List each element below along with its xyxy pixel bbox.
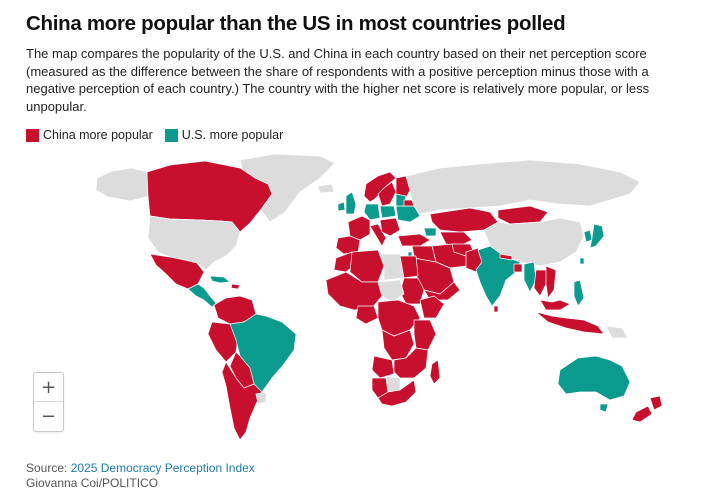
legend-item-us: U.S. more popular xyxy=(164,128,284,142)
country-madagascar xyxy=(429,359,441,385)
country-nepal xyxy=(499,253,513,261)
country-australia xyxy=(557,355,631,401)
plus-icon: + xyxy=(40,376,57,398)
country-libya xyxy=(379,253,405,281)
country-turkey xyxy=(397,233,431,247)
alaska xyxy=(95,167,151,202)
minus-icon: − xyxy=(40,405,57,427)
country-tasmania xyxy=(599,403,609,413)
country-caribbean-2 xyxy=(230,283,241,290)
country-myanmar xyxy=(523,261,537,293)
country-west-africa xyxy=(325,271,383,311)
country-south-africa xyxy=(377,379,417,407)
credit-line: Giovanna Coi/POLITICO xyxy=(26,476,159,490)
country-bangladesh xyxy=(513,263,523,273)
country-drc xyxy=(381,329,415,361)
country-russia xyxy=(405,159,641,215)
country-thailand xyxy=(533,269,547,297)
country-italy xyxy=(369,223,387,247)
country-taiwan xyxy=(579,257,585,265)
country-mongolia xyxy=(497,205,549,225)
source-line: Source: 2025 Democracy Perception Index xyxy=(26,461,255,475)
country-iceland xyxy=(317,183,335,194)
country-sri-lanka xyxy=(493,305,499,313)
world-map[interactable] xyxy=(0,148,716,448)
country-central-america xyxy=(187,283,217,308)
country-poland xyxy=(379,205,397,219)
country-png xyxy=(605,325,629,339)
legend-swatch-china xyxy=(26,128,39,142)
legend-item-china: China more popular xyxy=(26,128,153,142)
zoom-in-button[interactable]: + xyxy=(34,373,63,402)
country-vietnam xyxy=(545,265,557,299)
country-indonesia xyxy=(535,311,605,335)
map-subtitle: The map compares the popularity of the U… xyxy=(26,46,650,114)
country-korea xyxy=(583,229,593,243)
country-uruguay xyxy=(255,391,267,405)
country-new-zealand-south xyxy=(631,405,653,423)
country-angola xyxy=(371,355,395,379)
country-uk xyxy=(345,191,357,215)
country-balkans xyxy=(379,217,401,237)
country-algeria xyxy=(349,249,385,283)
country-caribbean xyxy=(209,275,231,284)
country-ireland xyxy=(337,201,346,212)
country-zambia-moz xyxy=(393,347,429,379)
country-chile-argentina xyxy=(221,361,263,441)
country-caucasus xyxy=(423,227,437,237)
map-title: China more popular than the US in most c… xyxy=(26,12,566,35)
country-ethiopia xyxy=(419,295,445,319)
source-link[interactable]: 2025 Democracy Perception Index xyxy=(70,461,255,475)
country-nigeria xyxy=(355,305,379,325)
legend-label-us: U.S. more popular xyxy=(181,128,284,142)
country-japan xyxy=(589,223,605,249)
country-egypt xyxy=(399,255,419,279)
country-spain xyxy=(335,235,361,255)
legend: China more popular U.S. more popular xyxy=(26,127,295,143)
country-new-zealand xyxy=(649,395,663,411)
legend-swatch-us xyxy=(164,128,178,142)
country-malaysia xyxy=(539,299,571,311)
country-central-asia xyxy=(439,231,473,247)
source-prefix: Source: xyxy=(26,461,71,475)
country-chad-niger xyxy=(377,279,405,303)
country-botswana xyxy=(385,375,401,393)
zoom-out-button[interactable]: − xyxy=(34,402,63,430)
country-germany xyxy=(363,203,381,221)
country-east-africa xyxy=(413,319,437,351)
country-philippines xyxy=(573,279,585,307)
legend-label-china: China more popular xyxy=(43,128,153,142)
zoom-control: + − xyxy=(33,372,64,432)
country-usa xyxy=(147,215,241,271)
